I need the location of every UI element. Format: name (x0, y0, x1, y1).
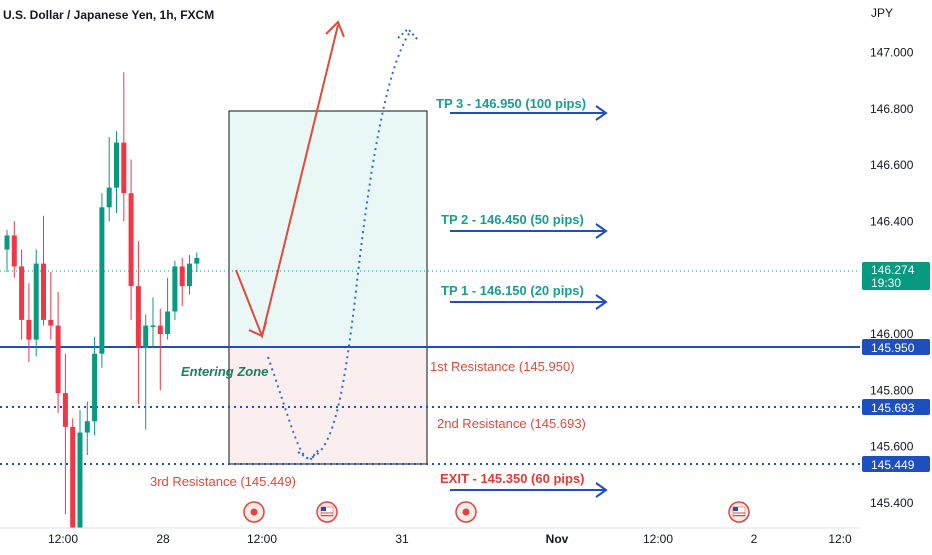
x-tick-label: 12:00 (48, 532, 78, 546)
price-tag-145950-text: 145.950 (871, 341, 915, 355)
event-marker-us-flag-2[interactable] (728, 501, 750, 523)
candle-bullish[interactable] (114, 142, 119, 188)
tp1-arrow[interactable] (450, 294, 608, 310)
time-axis[interactable] (0, 528, 860, 550)
tp2-arrow[interactable] (450, 223, 608, 239)
y-tick-label: 145.800 (870, 383, 914, 397)
candle-bearish[interactable] (157, 325, 163, 334)
candle-bearish[interactable] (26, 319, 32, 340)
candle-bullish[interactable] (92, 353, 98, 422)
y-tick-label: 146.000 (870, 327, 914, 341)
candle-bearish[interactable] (135, 286, 141, 349)
event-marker-red-1[interactable] (243, 501, 265, 523)
x-tick-label: Nov (546, 532, 569, 546)
candle-bullish[interactable] (106, 187, 112, 208)
event-marker-us-flag-1[interactable] (316, 501, 338, 523)
resistance-3-label[interactable]: 3rd Resistance (145.449) (150, 474, 296, 489)
candle-bearish[interactable] (48, 319, 54, 326)
y-tick-label: 146.800 (870, 102, 914, 116)
candle-bearish[interactable] (62, 393, 68, 427)
last-price-value: 146.274 (871, 263, 915, 277)
event-marker-red-2[interactable] (455, 501, 477, 523)
exit-arrow[interactable] (450, 482, 608, 498)
candle-bearish[interactable] (55, 325, 61, 394)
candle-bullish[interactable] (4, 235, 10, 250)
resistance-1-label[interactable]: 1st Resistance (145.950) (430, 359, 575, 374)
tp3-label[interactable]: TP 3 - 146.950 (100 pips) (436, 96, 586, 111)
candle-bearish[interactable] (19, 266, 25, 320)
profit-zone[interactable] (228, 110, 428, 348)
candle-bullish[interactable] (187, 263, 192, 287)
price-tag-145449-text: 145.449 (871, 458, 915, 472)
price-tag-145693-text: 145.693 (871, 401, 915, 415)
last-price-tag[interactable]: 146.274 19:30 (862, 262, 930, 290)
y-tick-label: 145.400 (870, 496, 914, 510)
y-tick-label: 147.200 (870, 0, 914, 3)
y-tick-label: 146.600 (870, 158, 914, 172)
tp1-label[interactable]: TP 1 - 146.150 (20 pips) (441, 283, 584, 298)
price-tag-145693[interactable]: 145.693 (862, 399, 930, 415)
red-arrowhead-high (325, 20, 345, 38)
candles-group (4, 72, 200, 555)
candle-bullish[interactable] (194, 257, 200, 264)
loss-zone[interactable] (228, 346, 428, 465)
candle-bearish[interactable] (179, 266, 185, 287)
candle-bullish[interactable] (150, 325, 156, 328)
tp2-label[interactable]: TP 2 - 146.450 (50 pips) (441, 212, 584, 227)
red-arrowhead-low (248, 321, 267, 338)
candle-bullish[interactable] (77, 432, 83, 537)
candle-bullish[interactable] (33, 263, 39, 340)
last-price-countdown: 19:30 (871, 276, 901, 290)
chart-title: U.S. Dollar / Japanese Yen, 1h, FXCM (3, 8, 214, 22)
x-tick-label: 12:00 (247, 532, 277, 546)
x-tick-label: 12:0 (828, 532, 852, 546)
price-tag-145950[interactable]: 145.950 (862, 339, 930, 355)
candle-bearish[interactable] (121, 142, 127, 194)
entering-zone-label[interactable]: Entering Zone (181, 364, 268, 379)
y-tick-label: 146.400 (870, 214, 914, 228)
y-tick-label: 147.000 (870, 46, 914, 60)
x-tick-label: 28 (156, 532, 170, 546)
candle-bullish[interactable] (84, 421, 90, 433)
exit-label[interactable]: EXIT - 145.350 (60 pips) (440, 471, 585, 486)
candle-bearish[interactable] (41, 263, 46, 320)
y-tick-label: 145.600 (870, 440, 914, 454)
x-tick-label: 31 (395, 532, 409, 546)
x-tick-label: 2 (751, 532, 758, 546)
price-tag-145449[interactable]: 145.449 (862, 456, 930, 472)
candle-bearish[interactable] (11, 235, 17, 267)
currency-label: JPY (871, 6, 893, 20)
x-tick-label: 12:00 (643, 532, 673, 546)
candle-bullish[interactable] (165, 311, 171, 334)
tp3-arrow[interactable] (450, 105, 608, 121)
candle-bearish[interactable] (70, 426, 76, 537)
candle-bullish[interactable] (99, 207, 105, 354)
x-tick-labels: 12:00 28 12:00 31 Nov 12:00 2 12:0 (48, 532, 852, 546)
candle-bearish[interactable] (128, 193, 134, 287)
candle-bullish[interactable] (143, 325, 149, 349)
candle-bullish[interactable] (172, 266, 178, 312)
resistance-2-label[interactable]: 2nd Resistance (145.693) (437, 416, 586, 431)
